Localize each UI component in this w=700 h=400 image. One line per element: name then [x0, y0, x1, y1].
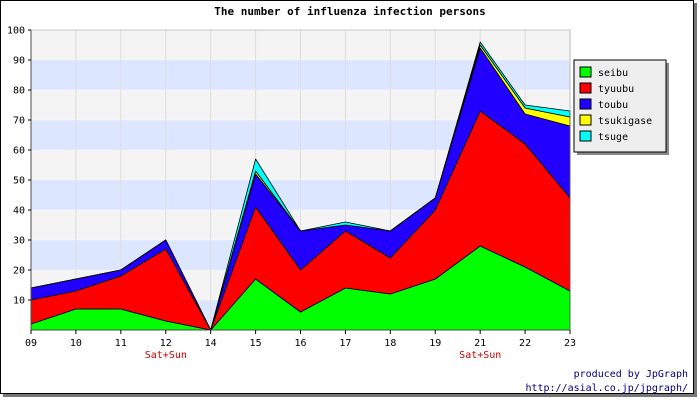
legend-label-tsukigase: tsukigase [598, 116, 652, 127]
legend-label-tyuubu: tyuubu [598, 84, 634, 95]
legend-swatch-tsuge [579, 130, 592, 142]
y-axis-ticks: 10 20 30 40 50 60 70 80 90 100 [7, 26, 31, 307]
legend-swatch-tyuubu [579, 82, 592, 94]
y-tick-label: 50 [13, 176, 25, 187]
y-tick-label: 10 [13, 296, 25, 307]
y-tick-label: 40 [13, 206, 25, 217]
x-tick-label: 21 [474, 338, 486, 349]
x-tick-label: 19 [429, 338, 441, 349]
legend: seibu tyuubu toubu tsukigase tsuge [573, 59, 669, 155]
annotations: Sat+Sun Sat+Sun [145, 350, 502, 361]
legend-label-tsuge: tsuge [598, 132, 628, 143]
credit-link[interactable]: http://asial.co.jp/jpgraph/ [525, 383, 688, 394]
credit-line-1: produced by JpGraph [574, 369, 688, 380]
y-tick-label: 80 [13, 86, 25, 97]
weekend-annotation: Sat+Sun [145, 350, 187, 361]
y-tick-label: 30 [13, 236, 25, 247]
y-tick-label: 90 [13, 56, 25, 67]
x-tick-label: 14 [205, 338, 217, 349]
x-axis-ticks: 09 10 11 12 14 15 16 17 18 19 21 22 23 [25, 330, 576, 349]
y-tick-label: 70 [13, 116, 25, 127]
legend-swatch-toubu [579, 98, 592, 110]
x-tick-label: 10 [70, 338, 82, 349]
y-tick-label: 60 [13, 146, 25, 157]
x-tick-label: 18 [384, 338, 396, 349]
x-tick-label: 16 [294, 338, 306, 349]
legend-swatch-seibu [579, 66, 592, 78]
y-tick-label: 20 [13, 266, 25, 277]
weekend-annotation: Sat+Sun [459, 350, 501, 361]
chart-title: The number of influenza infection person… [214, 5, 486, 18]
x-tick-label: 11 [115, 338, 127, 349]
x-tick-label: 22 [519, 338, 531, 349]
x-tick-label: 15 [250, 338, 262, 349]
legend-label-toubu: toubu [598, 100, 628, 111]
y-tick-label: 100 [7, 26, 25, 37]
x-tick-label: 12 [160, 338, 172, 349]
x-tick-label: 09 [25, 338, 37, 349]
legend-label-seibu: seibu [598, 68, 628, 79]
legend-swatch-tsukigase [579, 114, 592, 126]
x-tick-label: 17 [339, 338, 351, 349]
x-tick-label: 23 [564, 338, 576, 349]
